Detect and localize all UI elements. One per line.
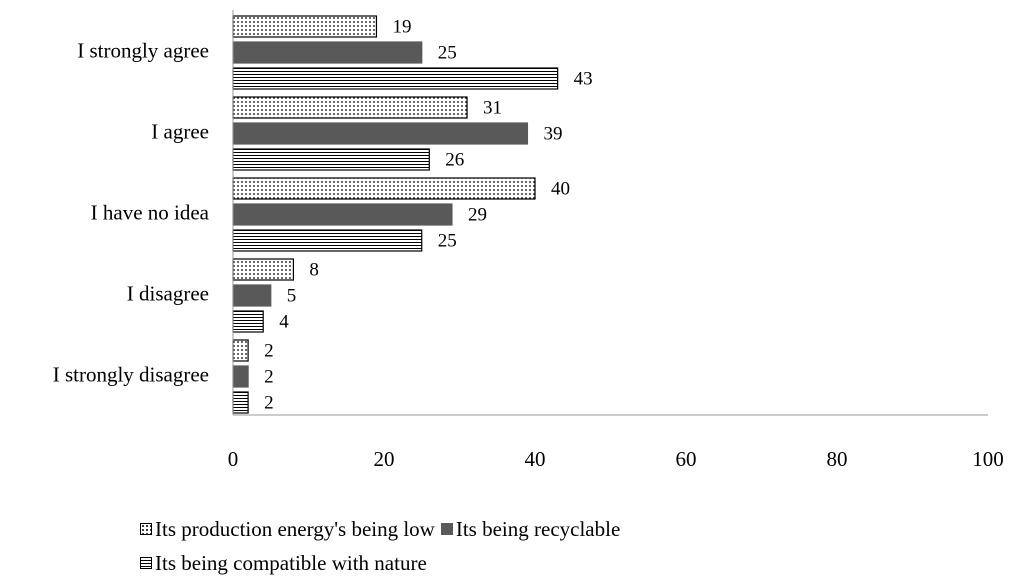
legend-item-recyclable: Its being recyclable bbox=[440, 512, 621, 546]
legend: Its production energy's being low Its be… bbox=[140, 512, 626, 580]
x-tick-label-80: 80 bbox=[827, 447, 848, 471]
data-label-its-being-compatible-with-nature-i-have-no-idea: 25 bbox=[438, 231, 457, 252]
legend-swatch-striped bbox=[140, 557, 152, 569]
bar-its-being-compatible-with-nature-i-have-no-idea bbox=[232, 229, 423, 252]
data-label-its-being-recyclable-i-strongly-agree: 25 bbox=[438, 43, 457, 64]
bar-its-production-energy-s-being-low-i-agree bbox=[232, 96, 468, 119]
x-tick-label-20: 20 bbox=[374, 447, 395, 471]
data-label-its-being-recyclable-i-strongly-disagree: 2 bbox=[264, 367, 274, 388]
legend-item-production-energy: Its production energy's being low bbox=[140, 512, 435, 546]
category-label-i-have-no-idea: I have no idea bbox=[91, 201, 210, 225]
data-label-its-being-recyclable-i-agree: 39 bbox=[543, 124, 562, 145]
category-label-i-agree: I agree bbox=[151, 120, 209, 144]
category-label-i-strongly-agree: I strongly agree bbox=[77, 39, 209, 63]
data-label-its-being-recyclable-i-disagree: 5 bbox=[287, 286, 297, 307]
bar-its-being-recyclable-i-strongly-disagree bbox=[232, 365, 249, 388]
legend-item-compatible-nature: Its being compatible with nature bbox=[140, 546, 427, 580]
data-label-its-being-recyclable-i-have-no-idea: 29 bbox=[468, 205, 487, 226]
data-label-its-production-energy-s-being-low-i-disagree: 8 bbox=[309, 260, 319, 281]
data-label-its-being-compatible-with-nature-i-agree: 26 bbox=[445, 150, 464, 171]
category-label-i-strongly-disagree: I strongly disagree bbox=[53, 363, 209, 387]
legend-swatch-dotted bbox=[140, 523, 152, 535]
bar-its-being-recyclable-i-strongly-agree bbox=[232, 41, 423, 64]
legend-label-production-energy: Its production energy's being low bbox=[155, 517, 435, 541]
category-label-i-disagree: I disagree bbox=[127, 282, 209, 306]
legend-label-compatible-nature: Its being compatible with nature bbox=[155, 551, 427, 575]
bar-its-being-recyclable-i-agree bbox=[232, 122, 529, 145]
bar-its-being-compatible-with-nature-i-disagree bbox=[232, 310, 264, 333]
data-label-its-production-energy-s-being-low-i-strongly-disagree: 2 bbox=[264, 341, 274, 362]
bar-its-production-energy-s-being-low-i-strongly-agree bbox=[232, 15, 378, 38]
data-label-its-being-compatible-with-nature-i-strongly-disagree: 2 bbox=[264, 393, 274, 414]
bar-its-being-recyclable-i-disagree bbox=[232, 284, 272, 307]
data-label-its-production-energy-s-being-low-i-have-no-idea: 40 bbox=[551, 179, 570, 200]
legend-row-1: Its production energy's being low Its be… bbox=[140, 512, 626, 546]
bar-its-production-energy-s-being-low-i-have-no-idea bbox=[232, 177, 536, 200]
legend-label-recyclable: Its being recyclable bbox=[455, 517, 621, 541]
x-tick-label-60: 60 bbox=[676, 447, 697, 471]
bar-its-being-compatible-with-nature-i-strongly-disagree bbox=[232, 391, 249, 414]
legend-row-2: Its being compatible with nature bbox=[140, 546, 626, 580]
bar-its-production-energy-s-being-low-i-strongly-disagree bbox=[232, 339, 249, 362]
data-label-its-being-compatible-with-nature-i-strongly-agree: 43 bbox=[574, 69, 593, 90]
data-label-its-being-compatible-with-nature-i-disagree: 4 bbox=[279, 312, 289, 333]
x-tick-label-40: 40 bbox=[525, 447, 546, 471]
bar-chart: I strongly agree I agree I have no idea I d… bbox=[53, 10, 1004, 471]
bar-its-production-energy-s-being-low-i-disagree bbox=[232, 258, 295, 281]
bar-its-being-compatible-with-nature-i-agree bbox=[232, 148, 430, 171]
bar-its-being-compatible-with-nature-i-strongly-agree bbox=[232, 67, 559, 90]
x-tick-label-100: 100 bbox=[972, 447, 1004, 471]
data-label-its-production-energy-s-being-low-i-strongly-agree: 19 bbox=[392, 17, 411, 38]
x-tick-label-0: 0 bbox=[228, 447, 239, 471]
bar-its-being-recyclable-i-have-no-idea bbox=[232, 203, 453, 226]
legend-swatch-solid bbox=[440, 523, 453, 535]
data-label-its-production-energy-s-being-low-i-agree: 31 bbox=[483, 98, 502, 119]
